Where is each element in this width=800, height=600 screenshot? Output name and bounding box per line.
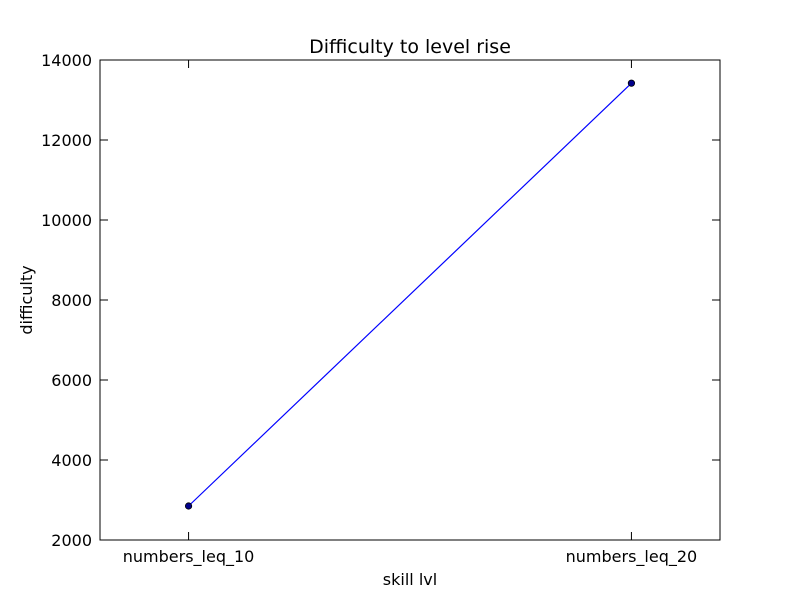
y-axis-label: difficulty <box>17 265 36 334</box>
y-tick-label-0: 2000 <box>51 531 92 550</box>
y-tick-label-5: 12000 <box>41 131 92 150</box>
y-tick-label-1: 4000 <box>51 451 92 470</box>
y-tick-label-4: 10000 <box>41 211 92 230</box>
y-tick-label-3: 8000 <box>51 291 92 310</box>
x-axis-label: skill lvl <box>383 570 437 589</box>
data-point-0-1 <box>627 79 636 87</box>
y-tick-label-6: 14000 <box>41 51 92 70</box>
axes-frame <box>99 59 721 541</box>
y-tick-label-2: 6000 <box>51 371 92 390</box>
data-point-0-0 <box>184 502 193 510</box>
x-tick-label-1: numbers_leq_20 <box>566 547 698 567</box>
x-tick-label-0: numbers_leq_10 <box>123 547 255 567</box>
series-line-0 <box>188 82 632 507</box>
chart-title: Difficulty to level rise <box>309 36 511 58</box>
plot-area: 2000 4000 6000 8000 10000 12000 14000 numbers_l… <box>41 51 721 567</box>
